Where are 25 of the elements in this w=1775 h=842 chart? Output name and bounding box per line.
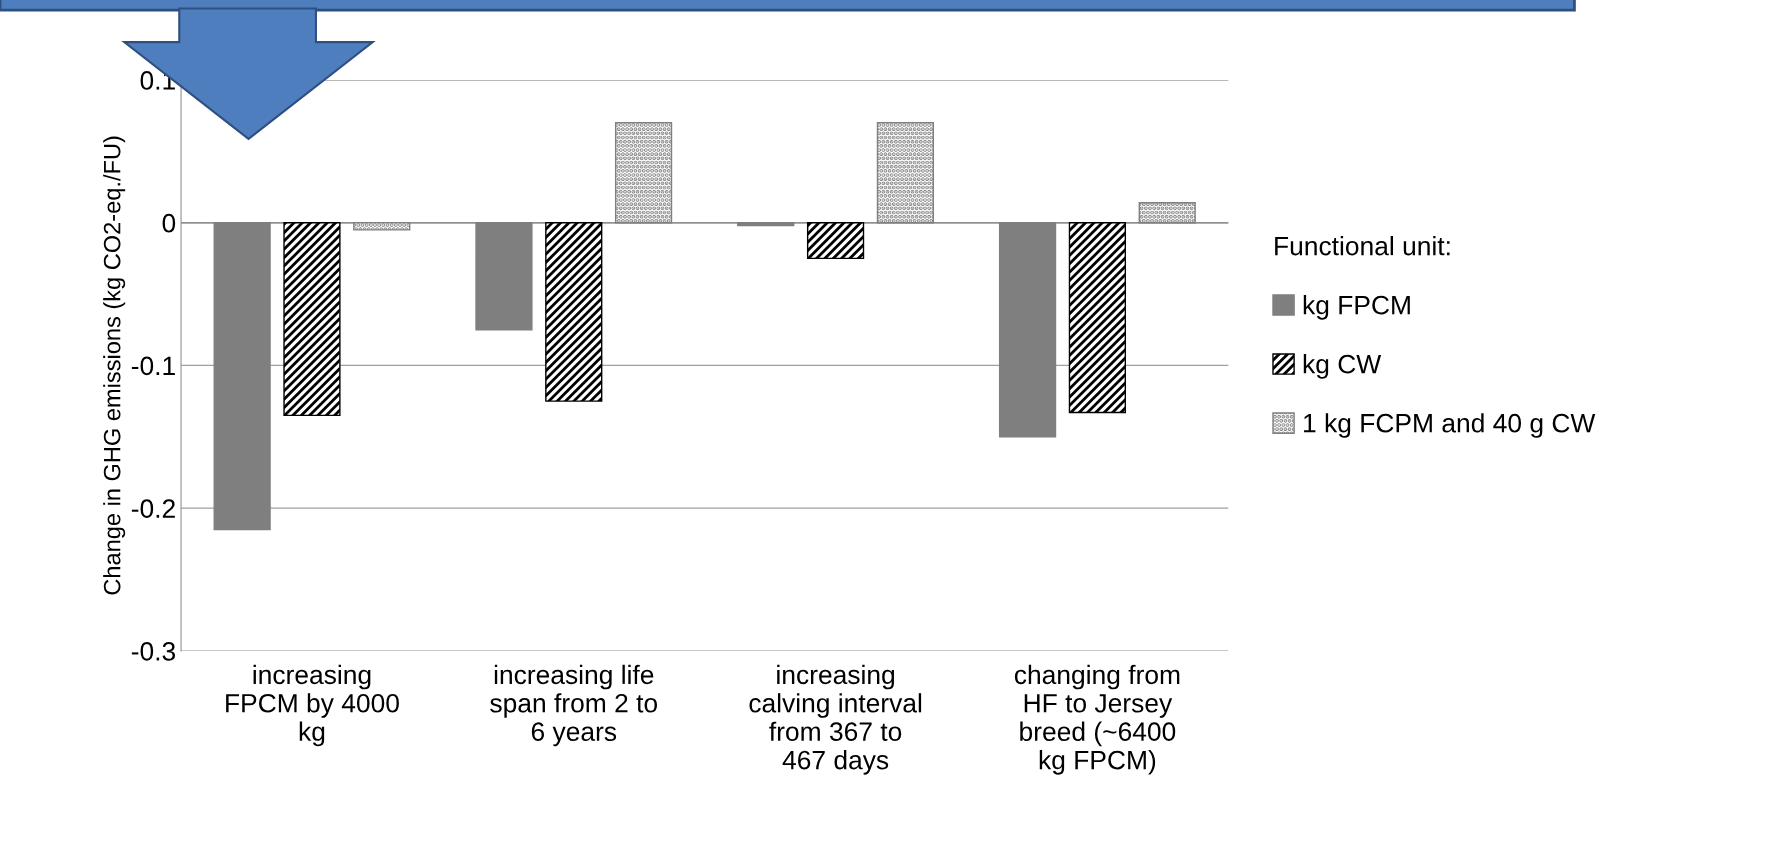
y-tick-label: -0.3 <box>131 642 176 661</box>
legend-label: kg FPCM <box>1303 295 1410 320</box>
legend-label: kg CW <box>1303 354 1382 379</box>
x-tick-label: increasing FPCM by 4000 kg <box>226 664 399 747</box>
bar <box>283 222 341 417</box>
bar <box>737 222 795 227</box>
bar <box>475 222 533 331</box>
bar <box>806 222 865 260</box>
bar <box>998 222 1057 438</box>
bar <box>545 222 603 402</box>
bar <box>614 122 673 224</box>
bar <box>876 122 935 224</box>
y-tick-label: -0.1 <box>131 356 175 376</box>
legend-label: 1 kg FCPM and 40 g CW <box>1304 413 1596 438</box>
bar <box>213 222 271 531</box>
x-tick-label: increasing calving interval from 367 to 467 days <box>749 664 922 775</box>
y-tick-label: -0.2 <box>131 499 175 518</box>
bar <box>1138 202 1196 224</box>
y-axis-title: Change in GHG emissions (kg CO2-eq./FU) <box>103 136 126 595</box>
x-tick-label: increasing life span from 2 to 6 years <box>490 664 658 747</box>
x-tick-label: changing from HF to Jersey breed (~6400 kg FPCM) <box>1014 664 1180 775</box>
bar <box>1068 222 1127 414</box>
y-tick-label: 0 <box>162 213 176 233</box>
legend-title: Functional unit: <box>1275 236 1450 256</box>
bar <box>353 222 411 231</box>
